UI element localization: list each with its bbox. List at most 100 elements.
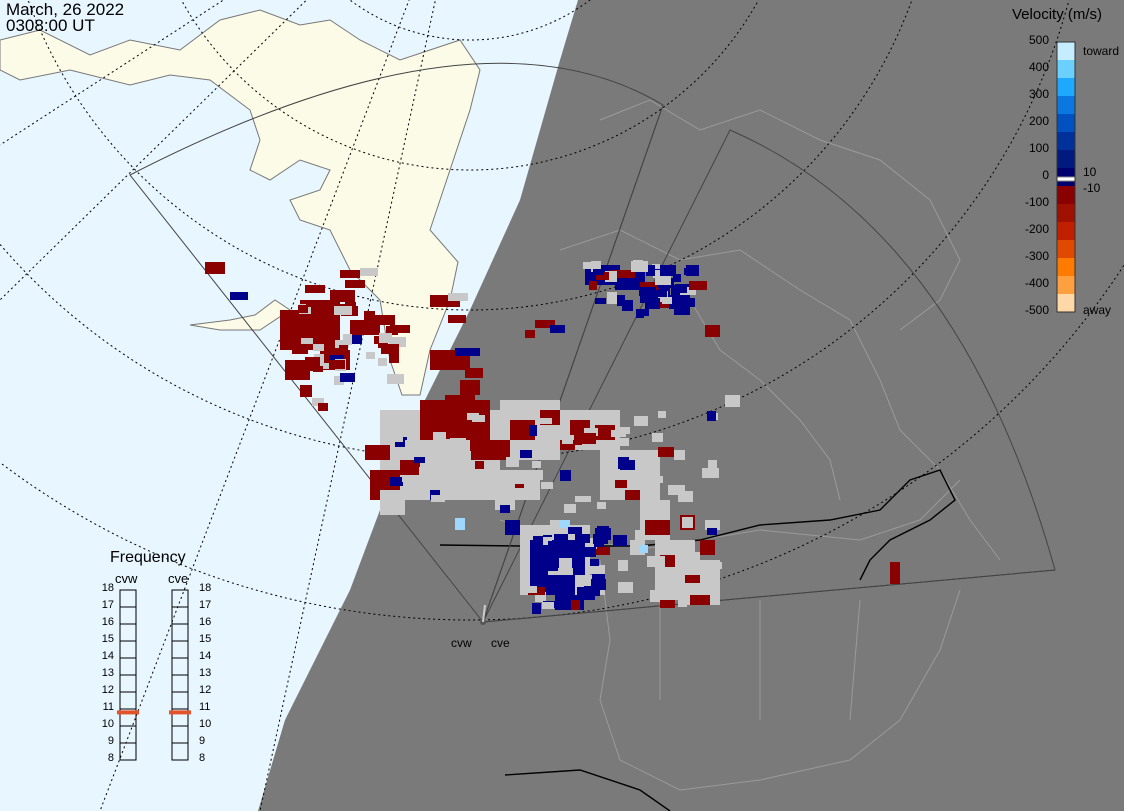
scatter-cell <box>390 433 403 442</box>
colorbar-segment <box>1057 96 1075 115</box>
frequency-label-cve: 14 <box>199 650 212 662</box>
frequency-label-cvw: 17 <box>101 599 114 611</box>
scatter-cell <box>318 403 328 411</box>
scatter-cell <box>578 547 596 556</box>
scatter-cell <box>568 527 582 534</box>
scatter-cell <box>577 587 592 597</box>
scatter-cell <box>678 598 687 607</box>
scatter-cell <box>543 537 552 545</box>
colorbar-tick-label: 300 <box>1028 87 1049 101</box>
colorbar-tick-label: -400 <box>1024 276 1049 290</box>
colorbar-segment <box>1057 294 1075 313</box>
scatter-cell <box>685 575 700 583</box>
scatter-cell <box>652 264 660 273</box>
scatter-cell <box>470 440 510 460</box>
scatter-cell <box>660 585 669 592</box>
scatter-cell <box>390 325 410 333</box>
scatter-cell <box>378 358 387 366</box>
scatter-cell <box>590 559 599 566</box>
frequency-label-cve: 10 <box>199 718 212 730</box>
scatter-cell <box>535 592 546 602</box>
scatter-cell <box>603 410 616 420</box>
scatter-cell <box>340 270 360 278</box>
scatter-cell <box>633 260 643 271</box>
scatter-cell <box>591 579 606 590</box>
frequency-label-cve: 11 <box>199 701 211 713</box>
colorbar-toward-label: toward <box>1083 44 1120 58</box>
scatter-cell <box>329 360 345 369</box>
scatter-cell <box>655 274 671 285</box>
colorbar-segment <box>1057 42 1075 61</box>
scatter-cell <box>597 502 606 509</box>
scatter-cell <box>673 274 681 282</box>
frequency-label-cve: 17 <box>199 599 212 611</box>
site-label-cve: cve <box>491 636 510 650</box>
scatter-cell <box>564 504 576 513</box>
scatter-cell <box>689 281 707 290</box>
scatter-cell <box>593 269 604 275</box>
scatter-cell <box>725 395 740 407</box>
scatter-cell <box>532 603 541 614</box>
scatter-cell <box>463 451 471 461</box>
scatter-cell <box>678 491 693 502</box>
scatter-cell <box>325 328 334 340</box>
scatter-cell <box>658 411 666 418</box>
colorbar-tick-label: 100 <box>1028 141 1049 155</box>
colorbar-tick-label: 500 <box>1028 33 1049 47</box>
scatter-cell <box>506 457 519 467</box>
scatter-cell <box>318 363 333 369</box>
scatter-cell <box>450 438 466 447</box>
scatter-cell <box>431 495 445 502</box>
scatter-cell <box>345 280 365 288</box>
scatter-cell <box>584 428 598 436</box>
scatter-cell <box>532 461 541 468</box>
scatter-cell <box>647 556 665 567</box>
scatter-cell <box>501 497 515 505</box>
colorbar-segment <box>1057 78 1075 97</box>
scatter-cell <box>529 425 537 436</box>
colorbar-tick-label: -500 <box>1024 303 1049 317</box>
frequency-label-cve: 18 <box>199 582 212 594</box>
scatter-cell <box>574 568 584 575</box>
scatter-cell <box>658 447 674 457</box>
scatter-cell <box>591 261 601 272</box>
scatter-cell <box>596 272 609 280</box>
colorbar-segment <box>1057 60 1075 79</box>
scatter-cell <box>465 368 483 378</box>
scatter-cell <box>668 485 685 495</box>
us-canada-border <box>439 469 956 581</box>
scatter-cell <box>455 348 480 356</box>
scatter-cell <box>589 565 605 574</box>
scatter-cells <box>205 260 900 614</box>
scatter-cell <box>398 446 408 454</box>
land-alaska <box>0 9 481 396</box>
scatter-cell <box>524 586 537 593</box>
scatter-cell <box>540 418 552 424</box>
scatter-cell <box>652 433 663 442</box>
frequency-label-cvw: 10 <box>101 718 114 730</box>
scatter-cell <box>674 286 687 293</box>
scatter-cell <box>536 575 545 583</box>
scatter-cell <box>617 438 629 446</box>
colorbar-tick-label: 200 <box>1028 114 1049 128</box>
colorbar-tick-label: -200 <box>1024 222 1049 236</box>
colorbar-segment <box>1057 240 1075 259</box>
radar-fov <box>129 62 1056 624</box>
timestamp-date: March, 26 2022 <box>6 0 125 19</box>
scatter-cell <box>554 534 568 544</box>
scatter-cell <box>525 330 535 338</box>
scatter-cell <box>448 293 468 301</box>
scatter-cell <box>230 292 248 300</box>
scatter-cell <box>560 470 571 481</box>
frequency-label-cvw: 14 <box>101 650 114 662</box>
frequency-label-cve: 8 <box>199 752 206 764</box>
scatter-cell <box>381 344 399 354</box>
scatter-cell <box>550 520 565 530</box>
frequency-label-cve: 16 <box>199 616 212 628</box>
scatter-cell <box>586 538 597 549</box>
scatter-cell <box>558 568 573 575</box>
night-region <box>258 0 1124 811</box>
scatter-cell <box>532 563 547 572</box>
frequency-label-cvw: 11 <box>102 701 114 713</box>
colorbar-title: Velocity (m/s) <box>1012 6 1103 23</box>
